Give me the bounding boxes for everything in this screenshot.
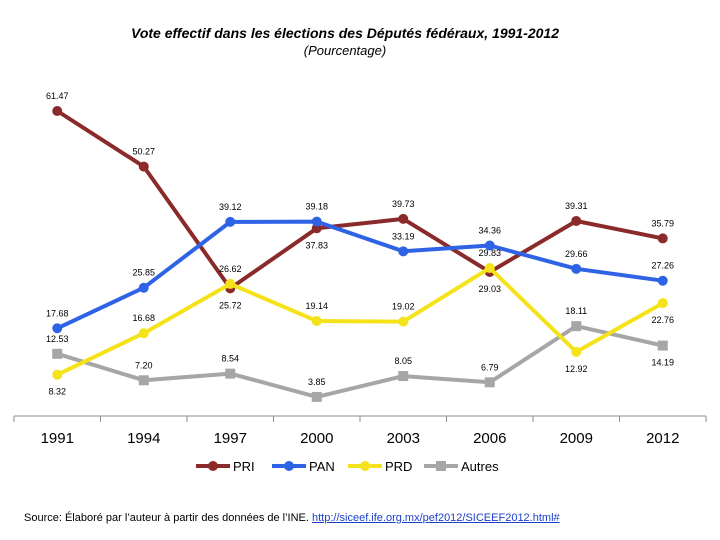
data-label-pri: 39.73 bbox=[392, 199, 415, 209]
data-label-autres: 8.54 bbox=[221, 354, 239, 364]
data-point-pri bbox=[657, 233, 668, 244]
data-point-autres bbox=[657, 340, 668, 351]
data-label-prd: 16.68 bbox=[132, 313, 155, 323]
x-tick-label: 1991 bbox=[41, 430, 74, 447]
data-label-prd: 19.14 bbox=[305, 301, 328, 311]
data-label-pan: 34.36 bbox=[478, 226, 501, 236]
series-line-prd bbox=[56, 266, 664, 377]
legend-label-pri: PRI bbox=[233, 459, 255, 474]
source-link[interactable]: http://siceef.ife.org.mx/pef2012/SICEEF2… bbox=[312, 512, 560, 524]
data-point-autres bbox=[52, 348, 63, 359]
data-label-autres: 18.11 bbox=[565, 306, 587, 316]
data-label-pri: 35.79 bbox=[651, 218, 674, 228]
data-point-pan bbox=[398, 246, 409, 257]
x-tick-label: 2009 bbox=[560, 430, 593, 447]
data-point-pan bbox=[138, 282, 149, 293]
data-label-pri: 37.83 bbox=[305, 240, 328, 250]
source-note: Source: Élaboré par l’auteur à partir de… bbox=[24, 512, 560, 524]
series-line-pan bbox=[56, 219, 664, 331]
legend-marker-autres bbox=[436, 461, 446, 471]
x-tick-label: 2006 bbox=[473, 430, 506, 447]
data-point-autres bbox=[484, 377, 495, 388]
data-label-prd: 19.02 bbox=[392, 302, 415, 312]
data-point-pri bbox=[398, 213, 409, 224]
data-point-pri bbox=[52, 106, 63, 116]
data-label-pri: 29.03 bbox=[478, 284, 501, 294]
data-label-autres: 6.79 bbox=[481, 362, 499, 372]
data-point-pan bbox=[657, 275, 668, 286]
data-label-pri: 50.27 bbox=[132, 147, 155, 157]
data-label-pri: 25.72 bbox=[219, 300, 242, 310]
legend-marker-prd bbox=[360, 461, 370, 471]
data-point-autres bbox=[138, 375, 149, 386]
data-label-autres: 3.85 bbox=[308, 377, 326, 387]
data-point-autres bbox=[225, 368, 236, 379]
x-tick-label: 2012 bbox=[646, 430, 679, 447]
x-tick-label: 2000 bbox=[300, 430, 333, 447]
data-label-pan: 33.19 bbox=[392, 231, 415, 241]
data-point-prd bbox=[52, 369, 63, 380]
data-label-pan: 25.85 bbox=[132, 268, 155, 278]
x-tick-label: 2003 bbox=[387, 430, 420, 447]
data-label-prd: 26.62 bbox=[219, 264, 242, 274]
data-label-autres: 12.53 bbox=[46, 334, 69, 344]
data-point-prd bbox=[484, 262, 495, 273]
data-point-prd bbox=[657, 298, 668, 309]
data-label-pan: 39.18 bbox=[305, 202, 328, 212]
x-tick-label: 1997 bbox=[214, 430, 247, 447]
data-label-pan: 27.26 bbox=[651, 261, 674, 271]
data-label-pan: 17.68 bbox=[46, 308, 69, 318]
x-tick-label: 1994 bbox=[127, 430, 160, 447]
chart-title: Vote effectif dans les élections des Dép… bbox=[131, 25, 559, 41]
data-label-prd: 22.76 bbox=[651, 315, 674, 325]
data-point-pri bbox=[138, 161, 149, 172]
data-point-prd bbox=[571, 346, 582, 357]
chart-subtitle: (Pourcentage) bbox=[303, 43, 387, 58]
data-label-pri: 39.31 bbox=[565, 201, 588, 211]
data-point-pan bbox=[571, 263, 582, 274]
legend-marker-pri bbox=[208, 461, 218, 471]
data-point-autres bbox=[311, 391, 322, 402]
data-point-prd bbox=[311, 316, 322, 327]
data-point-pan bbox=[484, 240, 495, 251]
data-point-prd bbox=[398, 316, 409, 327]
data-point-autres bbox=[398, 371, 409, 382]
data-label-autres: 8.05 bbox=[394, 356, 412, 366]
data-label-prd: 12.92 bbox=[565, 364, 588, 374]
data-point-prd bbox=[138, 328, 149, 339]
data-point-pri bbox=[571, 215, 582, 226]
data-point-pan bbox=[311, 216, 322, 227]
data-point-pan bbox=[52, 323, 63, 334]
data-label-pan: 39.12 bbox=[219, 202, 242, 212]
legend-label-autres: Autres bbox=[461, 459, 499, 474]
data-point-prd bbox=[225, 278, 236, 289]
legend-label-prd: PRD bbox=[385, 459, 412, 474]
data-label-prd: 8.32 bbox=[48, 387, 66, 397]
data-point-autres bbox=[571, 321, 582, 332]
data-label-pan: 29.66 bbox=[565, 249, 588, 259]
source-text: Source: Élaboré par l’auteur à partir de… bbox=[24, 512, 312, 524]
legend-label-pan: PAN bbox=[309, 459, 335, 474]
data-label-autres: 7.20 bbox=[135, 360, 153, 370]
data-label-autres: 14.19 bbox=[651, 358, 674, 368]
data-point-pan bbox=[225, 216, 236, 227]
data-label-pri: 61.47 bbox=[46, 91, 69, 101]
data-label-prd: 29.83 bbox=[478, 248, 501, 258]
series-line-pri bbox=[56, 109, 664, 291]
legend-marker-pan bbox=[284, 461, 294, 471]
